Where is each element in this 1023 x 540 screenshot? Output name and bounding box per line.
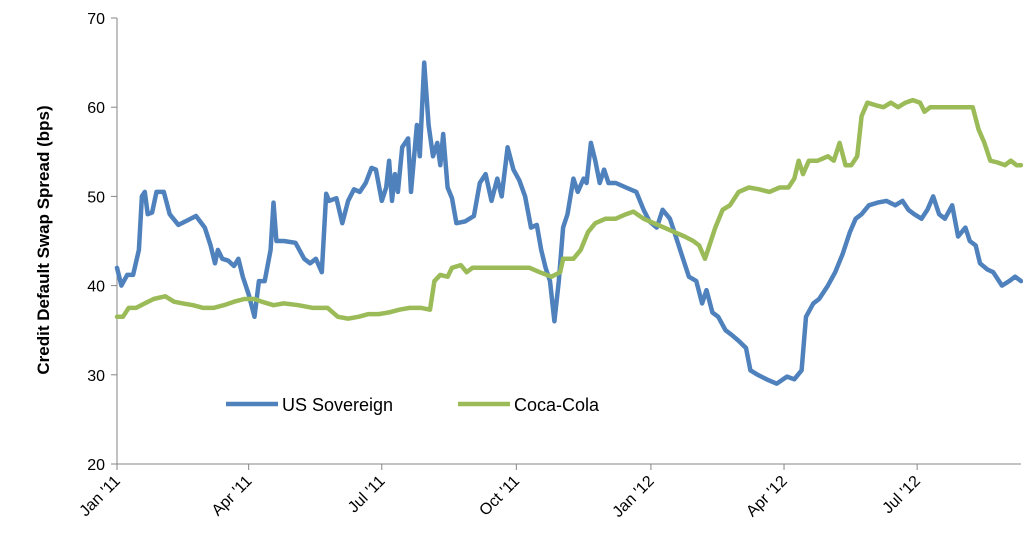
legend: US Sovereign Coca-Cola [226,395,600,415]
series-line-coca-cola [114,97,1023,321]
y-tick-label: 50 [87,189,105,206]
y-tick-label: 40 [87,279,105,296]
series-layer [114,60,1023,386]
x-tick-label: Oct '11 [476,473,523,520]
x-tick-label: Apr '12 [743,473,791,521]
series-line-us-sovereign [114,60,1023,386]
y-tick-label: 60 [87,100,105,117]
legend-label: US Sovereign [282,395,393,415]
x-tick-label: Jul '11 [345,473,389,517]
x-tick-label: Apr '11 [209,473,256,520]
axes: 20 30 40 50 60 70 Jan '11 Apr '11 Jul '11 Oct '11… [77,11,1021,521]
x-tick-label: Jan '11 [77,473,124,520]
x-tick-label: Jan '12 [610,473,658,521]
legend-label: Coca-Cola [514,395,600,415]
y-tick-label: 70 [87,11,105,28]
y-axis-title: Credit Default Swap Spread (bps) [34,105,53,374]
y-tick-label: 30 [87,368,105,385]
x-tick-label: Jul '12 [880,473,924,517]
y-tick-label: 20 [87,457,105,474]
